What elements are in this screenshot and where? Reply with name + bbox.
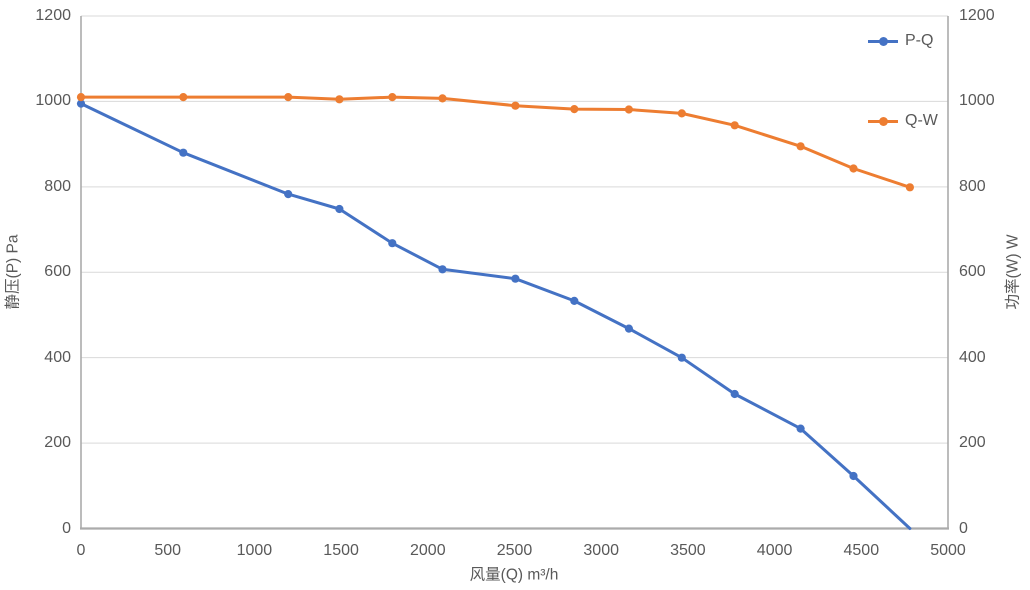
- data-point-marker: [570, 296, 579, 305]
- data-point-marker: [335, 95, 344, 104]
- data-point-marker: [796, 142, 805, 151]
- data-point-marker: [438, 265, 447, 274]
- data-point-marker: [905, 183, 915, 192]
- data-point-marker: [624, 105, 634, 114]
- data-point-marker: [730, 121, 739, 130]
- data-point-marker: [511, 101, 520, 110]
- legend-label-qw: Q-W: [905, 112, 938, 129]
- data-point-marker: [179, 93, 188, 102]
- data-point-marker: [511, 274, 520, 283]
- data-point-marker: [284, 190, 293, 199]
- data-point-marker: [849, 471, 858, 481]
- data-point-marker: [335, 204, 344, 214]
- data-point-marker: [677, 109, 686, 118]
- x-axis-title: 风量(Q) m³/h: [469, 566, 559, 584]
- data-point-marker: [438, 94, 447, 103]
- data-point-marker: [570, 105, 579, 114]
- data-point-marker: [284, 93, 293, 102]
- y-axis-title-right: 功率(W) W: [1004, 234, 1022, 310]
- legend-item-qw: Q-W: [868, 113, 938, 129]
- data-point-marker: [677, 353, 686, 362]
- data-point-marker: [179, 148, 188, 157]
- data-point-marker: [730, 389, 739, 399]
- data-point-marker: [76, 99, 86, 108]
- data-point-marker: [388, 93, 397, 102]
- data-point-marker: [624, 324, 634, 333]
- legend-item-pq: P-Q: [868, 33, 933, 49]
- data-point-marker: [849, 164, 858, 173]
- legend-marker-pq-icon: [868, 36, 898, 46]
- data-point-marker: [796, 424, 805, 433]
- y-axis-title-left: 静压(P) Pa: [4, 234, 22, 310]
- series-line-pq: [79, 102, 912, 530]
- data-point-marker: [76, 93, 86, 102]
- data-point-marker: [388, 239, 397, 248]
- series-line-qw: [79, 95, 912, 189]
- legend-label-pq: P-Q: [905, 32, 934, 49]
- legend-marker-qw-icon: [868, 116, 898, 126]
